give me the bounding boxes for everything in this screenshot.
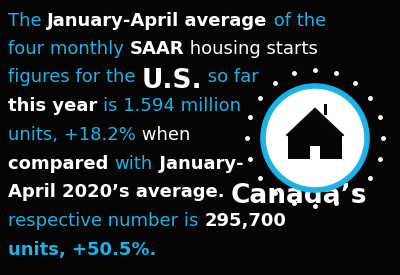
Text: U.S.: U.S.	[141, 68, 202, 94]
Ellipse shape	[263, 86, 367, 190]
Text: units, +50.5%.: units, +50.5%.	[8, 241, 156, 259]
Text: April 2020’s average.: April 2020’s average.	[8, 183, 231, 201]
Text: SAAR: SAAR	[130, 40, 184, 58]
Text: of the: of the	[268, 12, 326, 30]
FancyBboxPatch shape	[288, 135, 342, 159]
Text: The: The	[8, 12, 47, 30]
Text: Canada’s: Canada’s	[231, 183, 367, 209]
Text: respective number is: respective number is	[8, 212, 204, 230]
Text: units, +18.2%: units, +18.2%	[8, 126, 136, 144]
Text: compared: compared	[8, 155, 115, 173]
FancyBboxPatch shape	[324, 104, 327, 115]
Text: 295,700: 295,700	[204, 212, 286, 230]
FancyBboxPatch shape	[310, 146, 320, 159]
Text: January-: January-	[153, 155, 244, 173]
Text: with: with	[115, 155, 153, 173]
Polygon shape	[286, 108, 344, 135]
Text: four monthly: four monthly	[8, 40, 130, 58]
Text: is 1.594 million: is 1.594 million	[104, 97, 242, 115]
Text: housing starts: housing starts	[184, 40, 318, 58]
Text: January-April average: January-April average	[47, 12, 268, 30]
Text: figures for the: figures for the	[8, 68, 141, 86]
Text: when: when	[136, 126, 190, 144]
Text: this year: this year	[8, 97, 104, 115]
Text: so far: so far	[202, 68, 259, 86]
